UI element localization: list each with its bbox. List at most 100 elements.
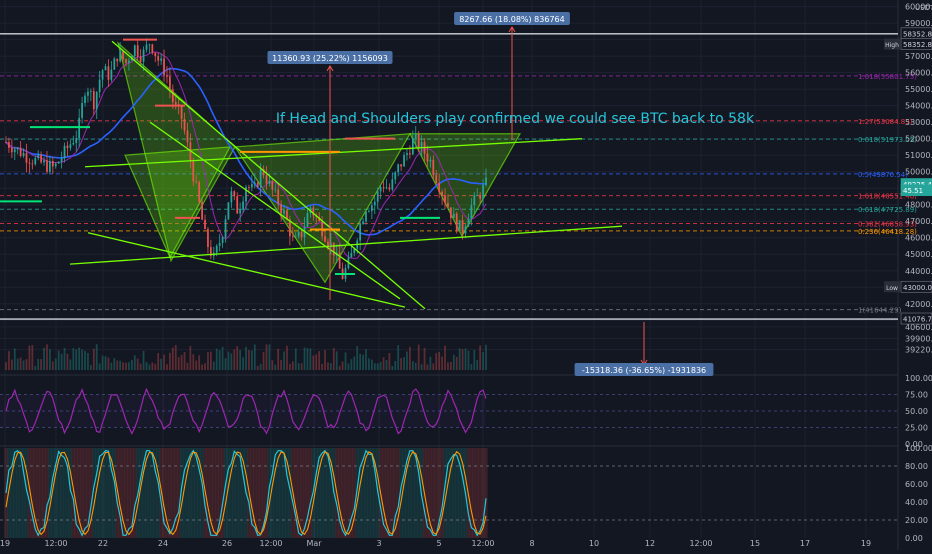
stoch-bg <box>109 448 113 538</box>
stoch-bg <box>443 448 447 538</box>
stoch-bg <box>399 448 403 538</box>
stoch-bg <box>270 448 274 538</box>
stoch-bg <box>191 448 195 538</box>
candle-body <box>81 103 83 118</box>
candle-body <box>204 219 206 229</box>
candle-body <box>394 172 397 180</box>
stoch-bg <box>259 448 263 538</box>
candle-body <box>98 79 101 92</box>
stoch-k-line <box>5 449 487 537</box>
candle-body <box>233 191 236 197</box>
stoch-bg <box>220 448 225 538</box>
price-tick-label: 59000.00 <box>905 19 932 28</box>
measure-up-arrow <box>508 26 516 33</box>
time-tick-label: 22 <box>98 539 108 548</box>
volume-bar <box>277 348 280 370</box>
stoch-bg <box>10 448 14 538</box>
volume-bar <box>16 358 19 370</box>
stoch-bg <box>452 448 456 538</box>
fib-level-label: 1.618(48551.46) <box>858 193 917 201</box>
fib-level-label: 0.5(49870.54) <box>858 171 908 179</box>
volume-bar <box>51 361 54 370</box>
volume-bar <box>327 362 329 370</box>
candle-body <box>116 58 119 62</box>
time-tick-label: 8 <box>529 539 534 548</box>
volume-bar <box>441 356 443 370</box>
candle-body <box>400 164 402 167</box>
candle-body <box>306 213 309 227</box>
stoch-bg <box>74 448 78 538</box>
stoch-bg <box>346 448 351 538</box>
volume-bars <box>5 344 487 370</box>
stoch-bg <box>124 448 128 538</box>
stoch-bg <box>241 448 245 538</box>
volume-bar <box>230 353 233 370</box>
candle-body <box>350 253 353 258</box>
volume-bar <box>34 365 37 370</box>
measure-down-box <box>574 363 714 376</box>
volume-bar <box>139 363 142 370</box>
volume-bar <box>400 358 402 370</box>
volume-bar <box>66 353 69 370</box>
candle-body <box>420 142 423 149</box>
time-tick-label: 12:00 <box>689 539 712 548</box>
time-tick-label: 12 <box>645 539 655 548</box>
rsi-line <box>5 387 487 435</box>
volume-bar <box>411 361 414 370</box>
candle-body <box>148 44 151 46</box>
candle-body <box>101 70 104 80</box>
candle-body <box>286 210 288 220</box>
candle-body <box>280 204 282 214</box>
candle-body <box>227 202 230 220</box>
candle-body <box>46 160 48 172</box>
stoch-bg <box>329 448 333 538</box>
stoch-bg <box>276 448 280 538</box>
candle-body <box>479 195 482 199</box>
price-tick-label: 39900.00 <box>905 334 932 343</box>
candle-body <box>242 201 244 210</box>
volume-bar <box>461 349 464 370</box>
stoch-bg <box>364 448 368 538</box>
time-tick-label: 19 <box>861 539 871 548</box>
candle-body <box>262 169 265 176</box>
price-tick-label: 47000.00 <box>905 217 932 226</box>
volume-bar <box>435 353 438 370</box>
candle-body <box>397 164 400 173</box>
candle-body <box>10 147 13 153</box>
price-tick-label: 53000.00 <box>905 118 932 127</box>
volume-bar <box>233 349 236 370</box>
price-tick-label: 60000.00 <box>905 3 932 12</box>
stoch-bg <box>168 448 172 538</box>
candle-body <box>370 205 373 211</box>
stoch-bg <box>103 448 108 538</box>
stoch-bg <box>62 448 67 538</box>
stoch-tick-label: 80.00 <box>905 462 928 471</box>
stoch-bg <box>156 448 160 538</box>
stoch-bg <box>300 448 304 538</box>
volume-bar <box>426 364 429 370</box>
stoch-bg <box>288 448 292 538</box>
pattern-head <box>233 133 412 284</box>
stoch-bg <box>343 448 348 538</box>
stoch-bg <box>133 448 137 538</box>
candle-body <box>353 248 356 254</box>
volume-bar <box>253 344 256 370</box>
price-axis[interactable]: 60000.0059000.0058000.0057000.0056000.00… <box>905 3 932 543</box>
candle-body <box>376 191 379 202</box>
stoch-bg <box>185 448 190 538</box>
volume-bar <box>265 344 268 370</box>
trendline-neckline <box>69 225 623 265</box>
volume-bar <box>72 348 75 370</box>
volume-bar <box>198 355 201 370</box>
price-tag-label: 58352.80 <box>903 30 932 38</box>
stoch-bg <box>317 448 321 538</box>
time-tick-label: Mar <box>306 539 322 548</box>
stoch-tick-label: 60.00 <box>905 480 928 489</box>
candle-body <box>324 236 326 242</box>
stoch-bg <box>414 448 418 538</box>
stoch-bg <box>314 448 318 538</box>
stoch-bg <box>21 448 26 538</box>
time-tick-label: 15 <box>750 539 760 548</box>
time-axis[interactable]: 19 12:00 22 24 26 12:00 Mar 3 5 12:00 8 10 12 12:00 15… <box>0 539 871 548</box>
